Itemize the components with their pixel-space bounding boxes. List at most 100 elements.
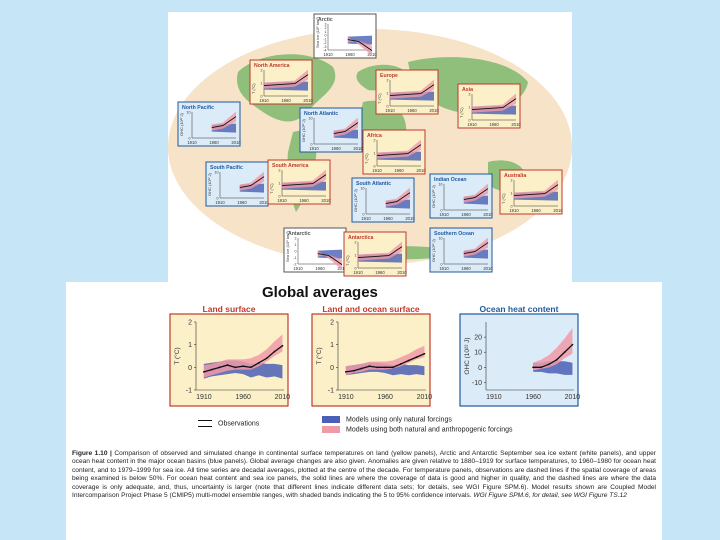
observation-point: [250, 366, 252, 369]
panel-xtick: 1960: [375, 270, 385, 275]
y-tick-label: 0: [478, 365, 482, 372]
observation-point: [571, 343, 574, 346]
panel-xtick: 1960: [531, 208, 541, 213]
panel-ytick: 0: [311, 143, 313, 147]
panel-observation-line: [333, 122, 359, 135]
observation-point: [226, 364, 229, 366]
observation-point: [257, 361, 260, 364]
panel-title: Southern Ocean: [434, 231, 474, 237]
panel-ytick: 2: [295, 237, 297, 241]
y-tick-label: 2: [188, 320, 192, 327]
panel-ytick: 0: [469, 119, 471, 123]
panel-ytick: 3: [325, 23, 327, 27]
panel-observation-line: [347, 39, 373, 51]
panel-ytick: 1: [261, 82, 263, 86]
panel-title: North Atlantic: [304, 111, 338, 117]
panel-xtick: 1960: [345, 52, 355, 57]
global-chart: Land surface 2 1 0 -1 1910 1960 2010 T (°C): [169, 304, 290, 407]
panel-ytick: 2: [261, 69, 263, 73]
panel-title: Africa: [367, 133, 382, 139]
panel-ytick: -1: [293, 256, 296, 260]
panel-ytick: 2: [325, 26, 327, 30]
y-tick-label: 1: [188, 342, 192, 349]
observations-swatch: [198, 420, 212, 427]
global-chart: Land and ocean surface 2 1 0 -1 1910 1960 2010 T…: [311, 304, 433, 407]
observation-point: [242, 365, 245, 368]
y-tick-label: -1: [186, 388, 192, 395]
panel-title: Indian Ocean: [434, 177, 467, 183]
panel-title: North America: [254, 63, 290, 69]
x-tick-label: 1910: [486, 394, 502, 401]
observation-point: [563, 351, 566, 354]
regional-map: Arctic Sea ice (10⁶ km²) 3 2 1 0 -1 -2 -3 -4 1910 1…: [168, 12, 572, 282]
observation-point: [376, 366, 379, 369]
panel-title: South Pacific: [210, 165, 243, 171]
panel-ytick: 2: [374, 139, 376, 143]
panel-anthro-band: [385, 187, 410, 207]
panel-title: North Pacific: [182, 105, 214, 111]
panel-observation-line: [463, 188, 489, 201]
panel-xtick: 1960: [299, 198, 309, 203]
figure-caption: Figure 1.10 | Comparison of observed and…: [72, 450, 656, 500]
observation-point: [368, 365, 371, 368]
panel-ytick: 1: [387, 92, 389, 96]
panel-anthro-band: [264, 69, 308, 89]
y-tick-label: 20: [474, 335, 482, 342]
observation-point: [218, 366, 221, 369]
panel-ytick: 0: [387, 105, 389, 109]
global-averages-title: Global averages: [262, 284, 378, 301]
panel-observation-line: [513, 184, 559, 197]
panel-observation-line: [211, 116, 237, 129]
panel-xtick: 2010: [553, 208, 563, 213]
panel-ylabel: OHC (10²² J): [431, 238, 436, 262]
panel-ylabel: T (°C): [269, 183, 274, 194]
observation-point: [555, 358, 558, 361]
panel-xtick: 1960: [315, 266, 325, 271]
y-tick-label: 0: [330, 365, 334, 372]
caption-label: Figure 1.10 |: [72, 450, 112, 457]
panel-ytick: 2: [469, 93, 471, 97]
panel-ytick: -2: [323, 41, 326, 45]
x-tick-label: 1960: [525, 394, 541, 401]
panel-anthro-band: [282, 169, 326, 189]
panel-ytick: 0: [189, 137, 191, 141]
observation-point: [392, 366, 394, 369]
panel-ytick: 0: [217, 197, 219, 201]
panel-xtick: 1910: [509, 208, 519, 213]
panel-xtick: 1960: [407, 108, 417, 113]
panel-xtick: 2010: [416, 168, 426, 173]
figure: Arctic Sea ice (10⁶ km²) 3 2 1 0 -1 -2 -3 -4 1910 1…: [66, 12, 662, 540]
x-tick-label: 2010: [417, 394, 433, 401]
panel-xtick: 1910: [385, 108, 395, 113]
panel-anthro-band: [317, 250, 342, 270]
panel-anthro-band: [463, 237, 488, 257]
panel-xtick: 1960: [281, 98, 291, 103]
panel-ytick: 2: [355, 241, 357, 245]
panel-xtick: 1910: [361, 216, 371, 221]
panel-ytick: -1: [323, 37, 326, 41]
panel-ylabel: T (°C): [459, 107, 464, 118]
panel-natural-band: [347, 35, 372, 45]
observation-line: [533, 344, 573, 368]
panel-xtick: 1910: [439, 212, 449, 217]
panel-xtick: 1910: [309, 146, 319, 151]
legend-observations-label: Observations: [218, 420, 260, 428]
y-tick-label: -1: [328, 388, 334, 395]
observation-point: [547, 363, 550, 366]
panel-ytick: 1: [511, 192, 513, 196]
panel-ytick: 10: [215, 171, 219, 175]
natural-swatch: [322, 416, 340, 423]
panel-ytick: 10: [187, 111, 191, 115]
panel-title: Antarctic: [288, 231, 311, 237]
panel-xtick: 2010: [321, 198, 331, 203]
